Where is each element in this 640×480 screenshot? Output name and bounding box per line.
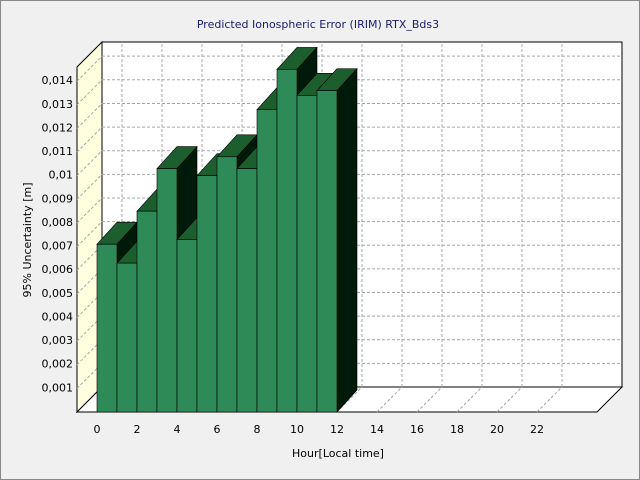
x-tick-label: 8: [254, 423, 261, 436]
grid-line: [496, 386, 523, 413]
grid-line: [456, 386, 483, 413]
y-tick-label: 0,011: [42, 145, 74, 158]
bar: [116, 262, 138, 413]
grid-line: [376, 386, 403, 413]
y-tick-label: 0,014: [42, 74, 74, 87]
grid-line: [76, 268, 103, 295]
grid-line: [76, 173, 103, 200]
bar: [256, 109, 278, 413]
grid-line: [76, 197, 103, 224]
chart-title: Predicted Ionospheric Error (IRIM) RTX_B…: [197, 18, 439, 31]
bar: [136, 210, 158, 413]
bar: [196, 175, 218, 413]
y-tick-label: 0,012: [42, 121, 74, 134]
x-axis-label: Hour[Local time]: [292, 447, 384, 460]
y-tick-label: 0,01: [49, 169, 74, 182]
x-tick-label: 2: [134, 423, 141, 436]
y-tick-label: 0,005: [42, 287, 74, 300]
bar-side: [336, 67, 358, 413]
x-tick-label: 16: [410, 423, 424, 436]
grid-line: [76, 79, 103, 106]
bar: [276, 69, 298, 413]
x-tick-label: 0: [94, 423, 101, 436]
y-tick-label: 0,006: [42, 263, 74, 276]
grid-line: [76, 55, 103, 82]
x-tick-label: 6: [214, 423, 221, 436]
grid-line: [76, 221, 103, 247]
y-tick-label: 0,007: [42, 240, 74, 253]
x-tick-label: 22: [530, 423, 544, 436]
y-axis-label: 95% Uncertainty [m]: [21, 182, 34, 297]
grid-line: [76, 150, 103, 177]
x-tick-label: 12: [330, 423, 344, 436]
grid-line: [76, 292, 103, 318]
bar: [156, 168, 178, 413]
grid-line: [76, 103, 103, 129]
y-tick-label: 0,004: [42, 310, 74, 323]
grid-line: [76, 126, 103, 153]
bar: [296, 95, 318, 413]
y-tick-label: 0,008: [42, 216, 74, 229]
y-tick-label: 0,013: [42, 98, 74, 111]
grid-line: [76, 244, 103, 271]
grid-line: [76, 315, 103, 342]
grid-line: [76, 363, 103, 389]
y-tick-label: 0,002: [42, 358, 74, 371]
grid-line: [76, 339, 103, 366]
bar: [96, 243, 118, 413]
bar: [216, 156, 238, 413]
y-tick-label: 0,001: [42, 381, 74, 394]
x-tick-label: 14: [370, 423, 384, 436]
x-tick-label: 10: [290, 423, 304, 436]
y-tick-label: 0,003: [42, 334, 74, 347]
x-tick-label: 18: [450, 423, 464, 436]
bar: [316, 90, 338, 413]
bar: [236, 168, 258, 413]
x-tick-label: 20: [490, 423, 504, 436]
x-tick-label: 4: [174, 423, 181, 436]
grid-line: [416, 386, 443, 413]
bar: [176, 239, 198, 413]
grid-line: [536, 386, 563, 413]
y-tick-label: 0,009: [42, 192, 74, 205]
